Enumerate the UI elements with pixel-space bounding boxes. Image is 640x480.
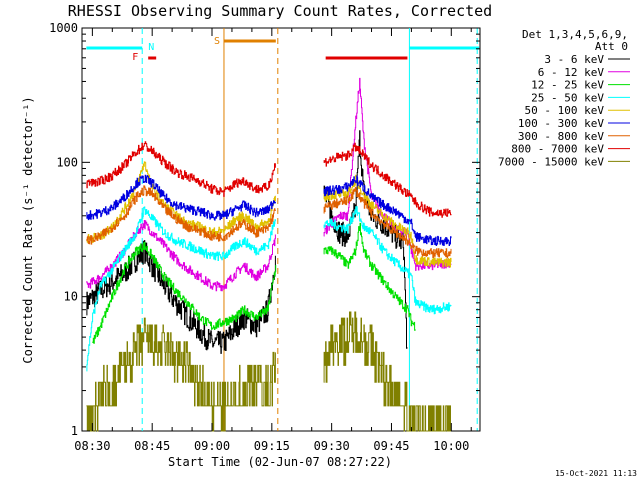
chart-title: RHESSI Observing Summary Count Rates, Co…: [68, 2, 492, 20]
state-bars: [86, 39, 480, 60]
legend-label-6: 300 - 800 keV: [518, 130, 604, 143]
series-line-7-seg2: [323, 142, 452, 218]
y-tick-label-1: 10: [64, 290, 78, 304]
x-tick-label-1: 08:45: [134, 439, 170, 453]
series-line-0-seg1: [86, 240, 276, 354]
timestamp: 15-Oct-2021 11:13: [555, 469, 637, 478]
annotations: NF S: [132, 36, 220, 63]
legend-label-2: 12 - 25 keV: [531, 79, 604, 92]
legend-label-7: 800 - 7000 keV: [511, 143, 604, 156]
annotation-label-0: N: [148, 42, 154, 53]
x-axis-title: Start Time (02-Jun-07 08:27:22): [168, 455, 392, 469]
annotation-label-1: F: [132, 52, 138, 63]
legend-label-0: 3 - 6 keV: [544, 53, 604, 66]
series-line-8-seg1: [86, 317, 276, 432]
series-line-2-seg1: [92, 241, 277, 344]
x-tick-label-3: 09:15: [254, 439, 290, 453]
y-tick-label-2: 100: [56, 155, 78, 169]
y-tick-label-0: 1: [71, 424, 78, 438]
series-line-6-seg2: [323, 186, 452, 259]
y-axis-title: Corrected Count Rate (s⁻¹ detector⁻¹): [21, 96, 35, 363]
series-line-3-seg1: [86, 206, 276, 372]
series-line-2-seg2: [323, 222, 416, 331]
x-tick-label-0: 08:30: [74, 439, 110, 453]
series-line-6-seg1: [86, 185, 276, 245]
legend-label-8: 7000 - 15000 keV: [498, 155, 604, 168]
data-series: [86, 77, 452, 432]
series-line-3-seg2: [323, 206, 452, 315]
x-axis-ticks: 08:30 08:45 09:00 09:15 09:30 09:45 10:00: [74, 28, 472, 453]
x-tick-label-6: 10:00: [433, 439, 469, 453]
series-line-5-seg2: [323, 175, 452, 246]
x-tick-label-5: 09:45: [373, 439, 409, 453]
legend-header-1: Att 0: [595, 40, 628, 53]
x-tick-label-2: 09:00: [194, 439, 230, 453]
series-line-8-seg2: [323, 311, 451, 432]
y-axis-ticks: 1 10 100 1000: [49, 21, 480, 438]
series-line-1-seg1: [86, 220, 276, 292]
annotation-label-2: S: [214, 36, 220, 47]
x-tick-label-4: 09:30: [314, 439, 350, 453]
y-tick-label-3: 1000: [49, 21, 78, 35]
legend-header-0: Det 1,3,4,5,6,9,: [522, 28, 628, 41]
legend-label-1: 6 - 12 keV: [538, 66, 605, 79]
legend-label-5: 100 - 300 keV: [518, 117, 604, 130]
series-line-5-seg1: [86, 174, 276, 221]
legend-label-3: 25 - 50 keV: [531, 91, 604, 104]
plot-frame: [81, 27, 481, 432]
series-line-7-seg1: [86, 141, 276, 197]
legend-label-4: 50 - 100 keV: [525, 104, 605, 117]
